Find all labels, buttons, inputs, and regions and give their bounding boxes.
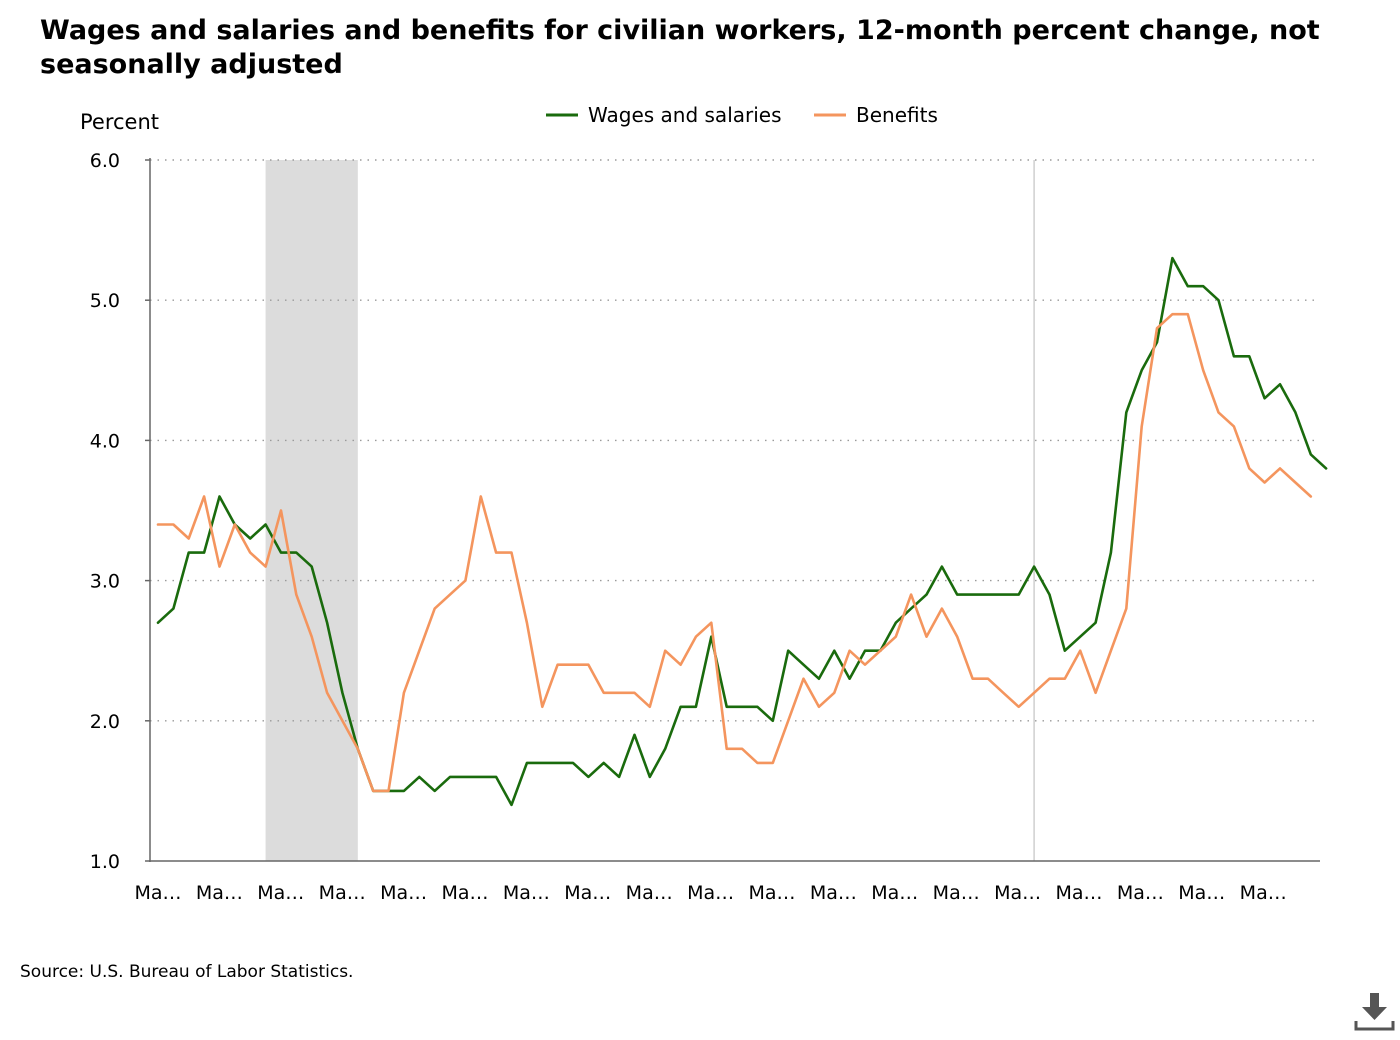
x-tick-label: Ma…: [626, 882, 673, 904]
shaded-period: [265, 160, 358, 861]
shaded-period-layer: [265, 160, 358, 861]
x-tick-label: Ma…: [441, 882, 488, 904]
x-tick-label: Ma…: [564, 882, 611, 904]
legend-item[interactable]: Benefits: [814, 103, 938, 127]
gridlines: [150, 159, 1320, 861]
series-line-wages-and-salaries[interactable]: [156, 256, 1328, 807]
legend-label: Benefits: [856, 103, 938, 127]
x-tick-label: Ma…: [196, 882, 243, 904]
x-tick-label: Ma…: [319, 882, 366, 904]
legend-label: Wages and salaries: [588, 103, 782, 127]
series-layer: [156, 256, 1328, 807]
x-tick-label: Ma…: [1240, 882, 1287, 904]
y-tick-label: 5.0: [90, 290, 120, 312]
x-tick-label: Ma…: [257, 882, 304, 904]
y-tick-label: 1.0: [90, 851, 120, 873]
x-tick-label: Ma…: [871, 882, 918, 904]
y-tick-label: 4.0: [90, 430, 120, 452]
x-tick-label: Ma…: [134, 882, 181, 904]
x-tick-label: Ma…: [380, 882, 427, 904]
y-tick-label: 2.0: [90, 711, 120, 733]
x-tick-label: Ma…: [1178, 882, 1225, 904]
x-tick-label: Ma…: [687, 882, 734, 904]
y-axis-title: Percent: [80, 110, 159, 134]
x-tick-label: Ma…: [748, 882, 795, 904]
x-tick-label: Ma…: [1055, 882, 1102, 904]
x-tick-label: Ma…: [503, 882, 550, 904]
download-button[interactable]: [1352, 990, 1396, 1034]
x-tick-label: Ma…: [1117, 882, 1164, 904]
x-tick-label: Ma…: [994, 882, 1041, 904]
x-tick-labels: Ma… Ma… Ma… Ma… Ma… Ma… Ma… Ma… Ma… Ma… Ma… Ma… Ma… M…: [134, 882, 1286, 904]
axes: [145, 158, 1320, 862]
legend[interactable]: Wages and salaries Benefits: [546, 103, 938, 127]
download-icon: [1354, 993, 1395, 1031]
source-note: Source: U.S. Bureau of Labor Statistics.: [20, 962, 354, 982]
y-tick-label: 6.0: [90, 150, 120, 172]
y-tick-labels: 1.0 2.0 3.0 4.0 5.0 6.0: [90, 150, 120, 873]
legend-item[interactable]: Wages and salaries: [546, 103, 782, 127]
series-line-benefits[interactable]: [156, 312, 1313, 793]
x-tick-label: Ma…: [810, 882, 857, 904]
x-tick-label: Ma…: [933, 882, 980, 904]
chart-title: Wages and salaries and benefits for civi…: [40, 15, 1320, 80]
y-tick-label: 3.0: [90, 571, 120, 593]
